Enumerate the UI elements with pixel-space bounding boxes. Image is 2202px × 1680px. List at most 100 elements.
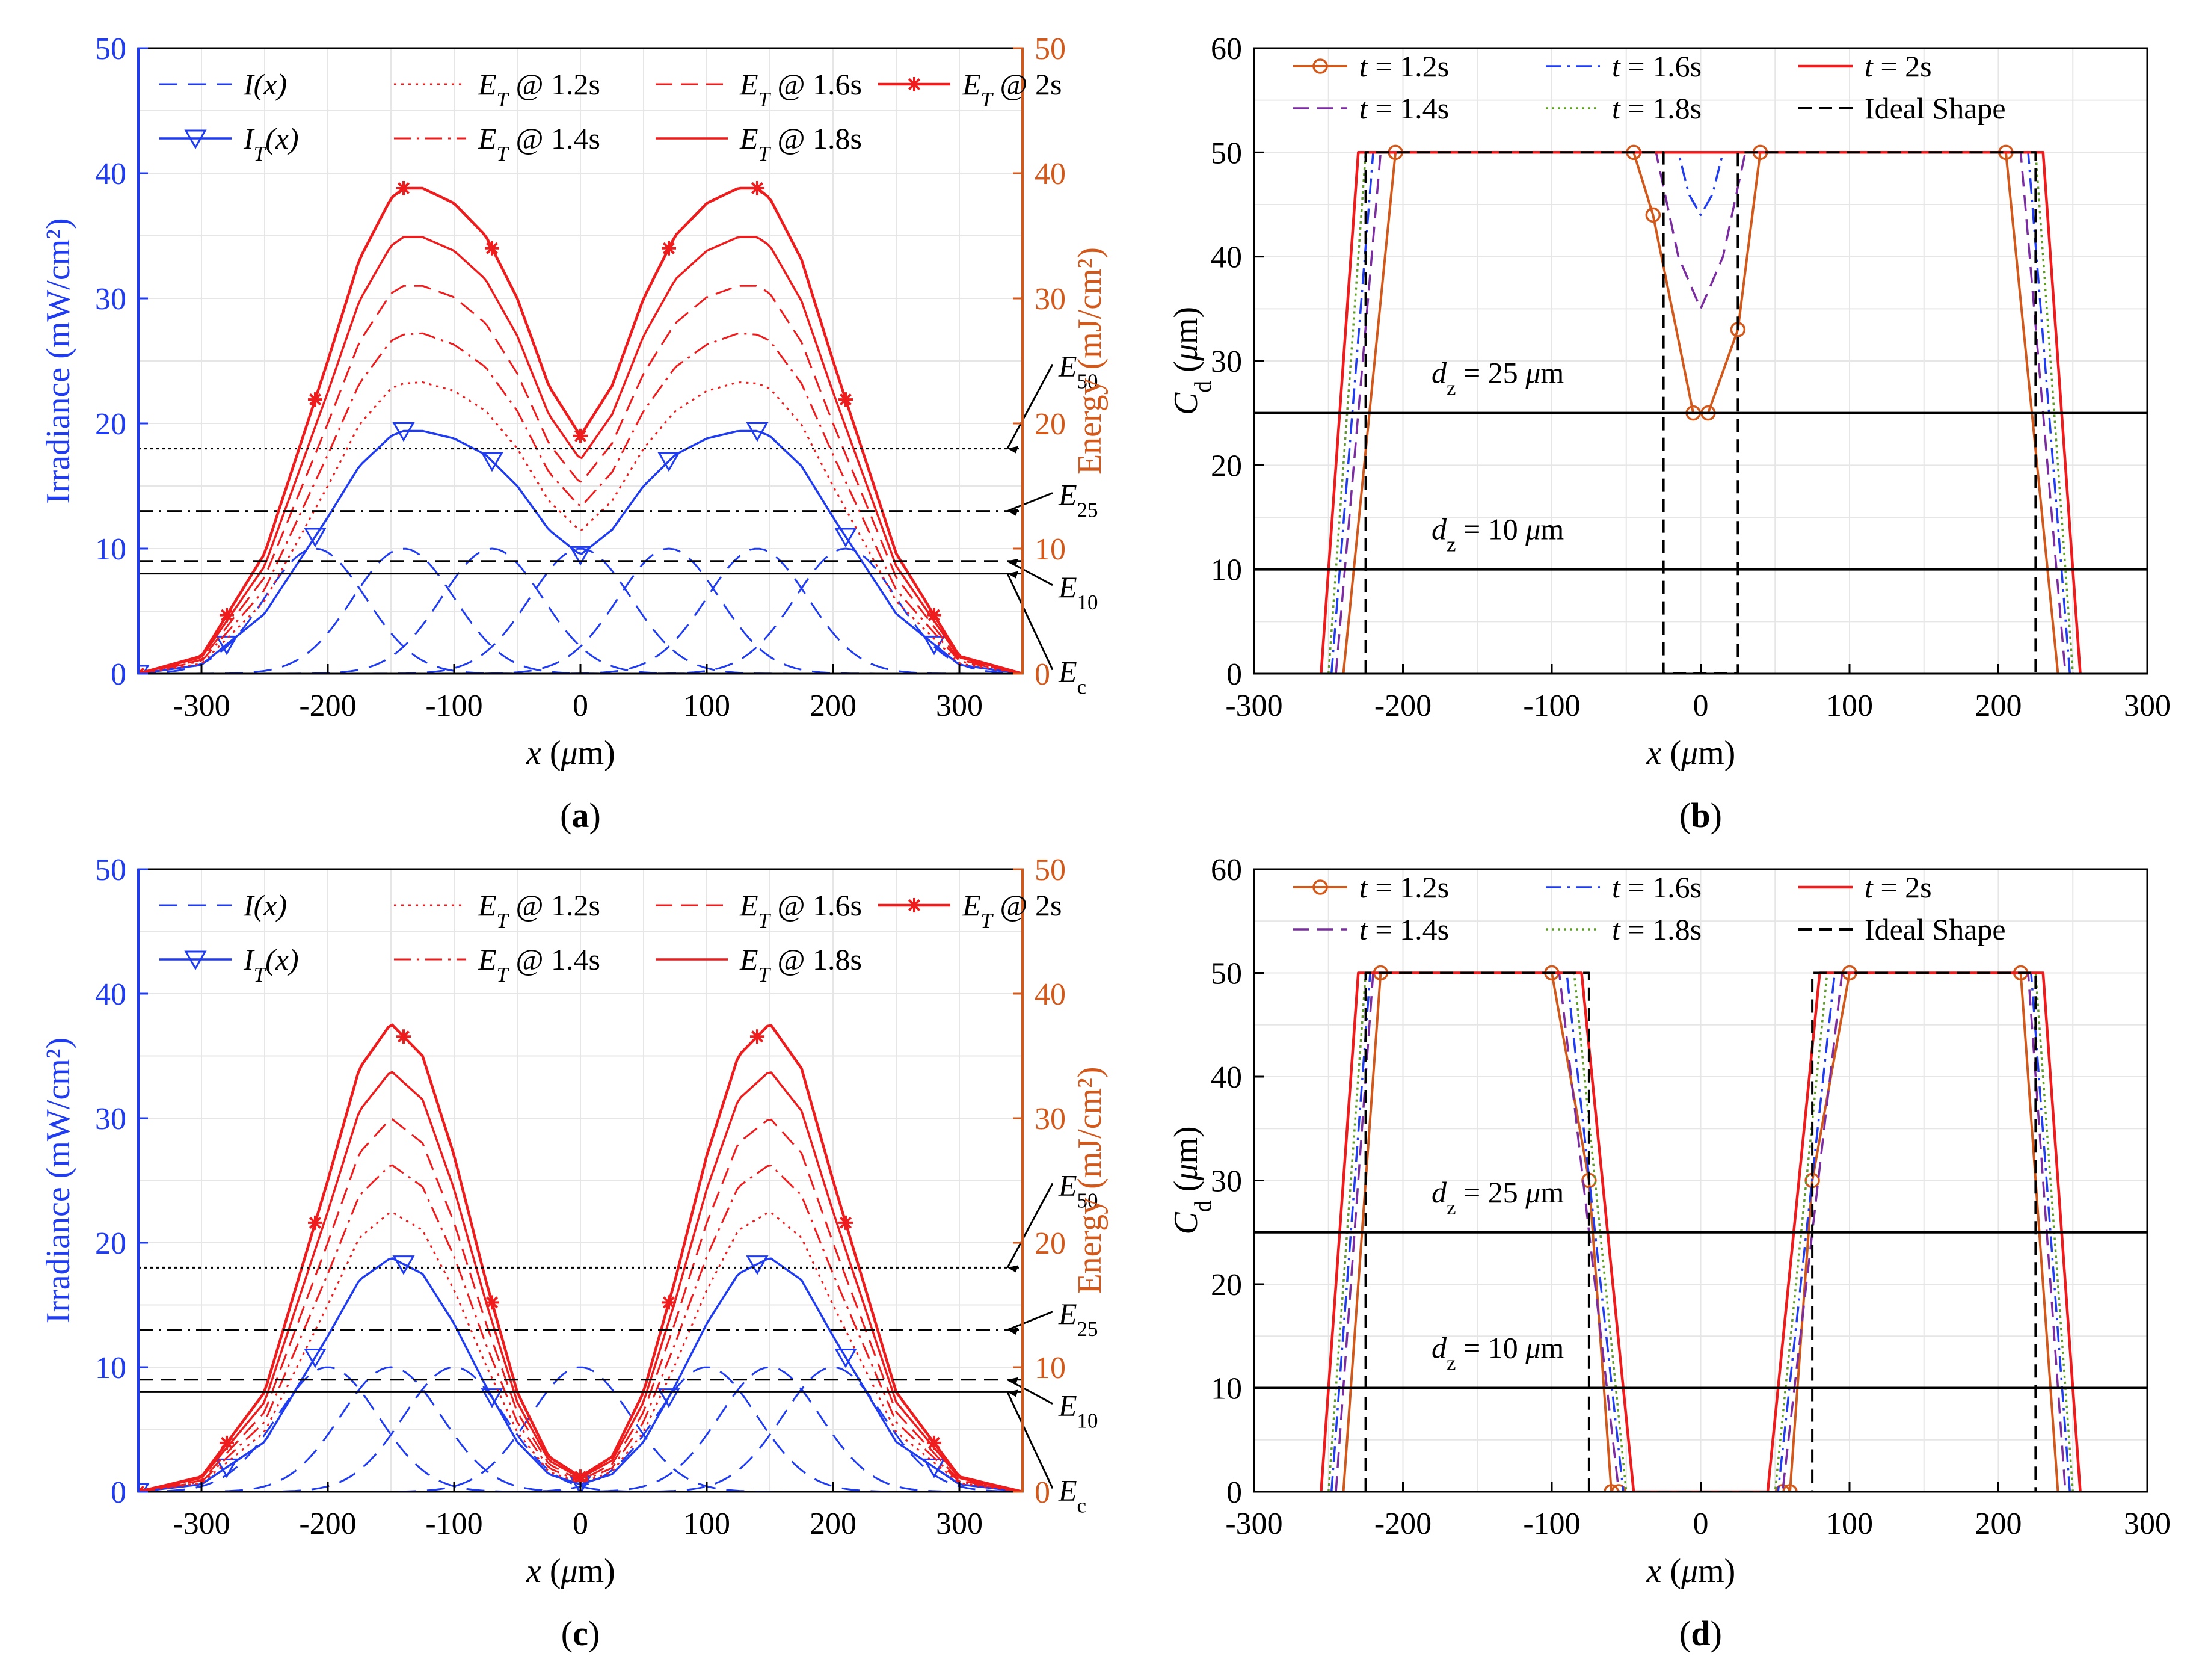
series-group	[138, 180, 1023, 674]
series-marker	[481, 1388, 503, 1408]
x-tick-label: -200	[299, 689, 356, 723]
threshold-label: dz = 10 μm	[1432, 512, 1564, 556]
y-tick-label: 20	[1211, 1268, 1242, 1302]
y-tick-label: 30	[1211, 345, 1242, 379]
y-axis-label: Cd (μm)	[1167, 1126, 1216, 1234]
y-tick-label: 0	[111, 657, 126, 692]
panel-caption: (d)	[1679, 1614, 1722, 1653]
y-tick-label: 0	[111, 1475, 126, 1510]
series-line-beam	[138, 1366, 1023, 1492]
series-marker	[396, 1029, 411, 1044]
legend-label: I(x)	[243, 888, 287, 922]
y-tick-label: 20	[95, 407, 126, 442]
series-line	[138, 332, 1022, 674]
series-marker	[923, 635, 946, 656]
threshold-label: dz = 10 μm	[1432, 1331, 1564, 1375]
x-tick-label: 100	[1826, 1507, 1873, 1541]
y-tick-label: 10	[1211, 553, 1242, 588]
y-tick-label: 40	[1211, 241, 1242, 275]
threshold-arrow-head	[1007, 558, 1018, 566]
x-tick-label: 0	[573, 689, 588, 723]
legend-label: ET @ 1.4s	[478, 122, 600, 165]
series-marker	[746, 1255, 769, 1275]
y-tick-label: 50	[1211, 136, 1242, 170]
series-marker	[573, 428, 588, 443]
y-tick-label: 30	[1211, 1165, 1242, 1199]
series-marker	[750, 180, 764, 195]
threshold-arrow-head	[1007, 571, 1018, 579]
series-marker	[923, 1458, 946, 1478]
series-marker	[1782, 1484, 1798, 1492]
series-marker	[308, 392, 322, 407]
legend-label: IT(x)	[243, 122, 299, 165]
series-line	[138, 1164, 1022, 1492]
legend-label: ET @ 1.8s	[739, 943, 862, 986]
panel-caption: (b)	[1679, 796, 1722, 835]
legend: I(x) ET @ 1.2s ET @ 1.6s ET @ 2s IT(x) ET @ 1…	[159, 888, 1062, 986]
y-tick-label: 30	[95, 1102, 126, 1136]
x-tick-label: -200	[299, 1507, 356, 1541]
series-line	[1364, 971, 2037, 1492]
y2-tick-label: 30	[1035, 282, 1066, 316]
series-line	[138, 381, 1022, 674]
x-tick-label: -300	[1225, 1507, 1282, 1541]
legend-label: ET @ 1.6s	[739, 67, 862, 111]
series-marker	[927, 1435, 941, 1450]
y-tick-label: 20	[1211, 449, 1242, 483]
series-line	[138, 285, 1022, 674]
series-line	[138, 1023, 1022, 1492]
series-marker	[392, 1255, 415, 1275]
x-tick-label: -300	[173, 1507, 230, 1541]
series-group	[1320, 965, 2082, 1492]
legend-label: t = 1.6s	[1612, 49, 1702, 83]
x-tick-label: 0	[573, 1507, 588, 1541]
legend-label: t = 2s	[1865, 870, 1932, 904]
y-tick-label: 20	[95, 1226, 126, 1261]
y-axis-label: Irradiance (mW/cm²)	[40, 1038, 77, 1323]
panel-caption: (c)	[561, 1614, 600, 1653]
y2-tick-label: 20	[1035, 407, 1066, 442]
series-marker	[304, 528, 327, 548]
series-line	[138, 236, 1022, 674]
x-axis-label: x (μm)	[1646, 734, 1736, 772]
series-marker	[834, 1348, 857, 1368]
y-axis-label: Irradiance (mW/cm²)	[40, 218, 77, 503]
threshold-label: E25	[1058, 1297, 1098, 1341]
legend: t = 1.2s t = 1.6s t = 2s t = 1.4s t = 1.8s Id…	[1293, 49, 2006, 125]
threshold-arrow-head	[1007, 1327, 1018, 1335]
series-marker	[838, 1215, 853, 1230]
x-axis-label: x (μm)	[1646, 1552, 1736, 1590]
legend-label: ET @ 2s	[962, 67, 1062, 111]
x-tick-label: 100	[1826, 689, 1873, 723]
panel-caption: (a)	[560, 796, 601, 835]
legend-marker	[184, 129, 207, 150]
threshold-arrow	[1006, 1183, 1054, 1269]
y2-tick-label: 40	[1035, 977, 1066, 1012]
series-marker	[392, 422, 415, 442]
x-tick-label: -200	[1374, 689, 1432, 723]
x-axis-label: x (μm)	[526, 734, 615, 772]
legend-label: ET @ 1.2s	[478, 67, 600, 111]
legend-marker	[1312, 58, 1328, 74]
legend-marker	[184, 950, 207, 971]
x-tick-label: 100	[683, 1507, 730, 1541]
y-tick-label: 40	[1211, 1060, 1242, 1095]
y-tick-label: 60	[1211, 853, 1242, 887]
series-marker	[220, 1435, 234, 1450]
series-line-beam	[138, 547, 1023, 674]
x-tick-label: -100	[1523, 689, 1580, 723]
threshold-arrow-head	[1007, 1265, 1018, 1273]
threshold-label: E50	[1058, 349, 1098, 393]
legend-label: IT(x)	[243, 943, 299, 986]
series-marker	[485, 1295, 499, 1310]
series-marker	[838, 392, 853, 407]
y-tick-label: 50	[95, 853, 126, 887]
threshold-arrow	[1006, 573, 1054, 671]
legend-label: ET @ 2s	[962, 888, 1062, 932]
legend-label: t = 1.6s	[1612, 870, 1702, 904]
series-marker	[396, 180, 411, 195]
legend-label: ET @ 1.4s	[478, 943, 600, 986]
threshold-arrow-head	[1007, 446, 1018, 454]
